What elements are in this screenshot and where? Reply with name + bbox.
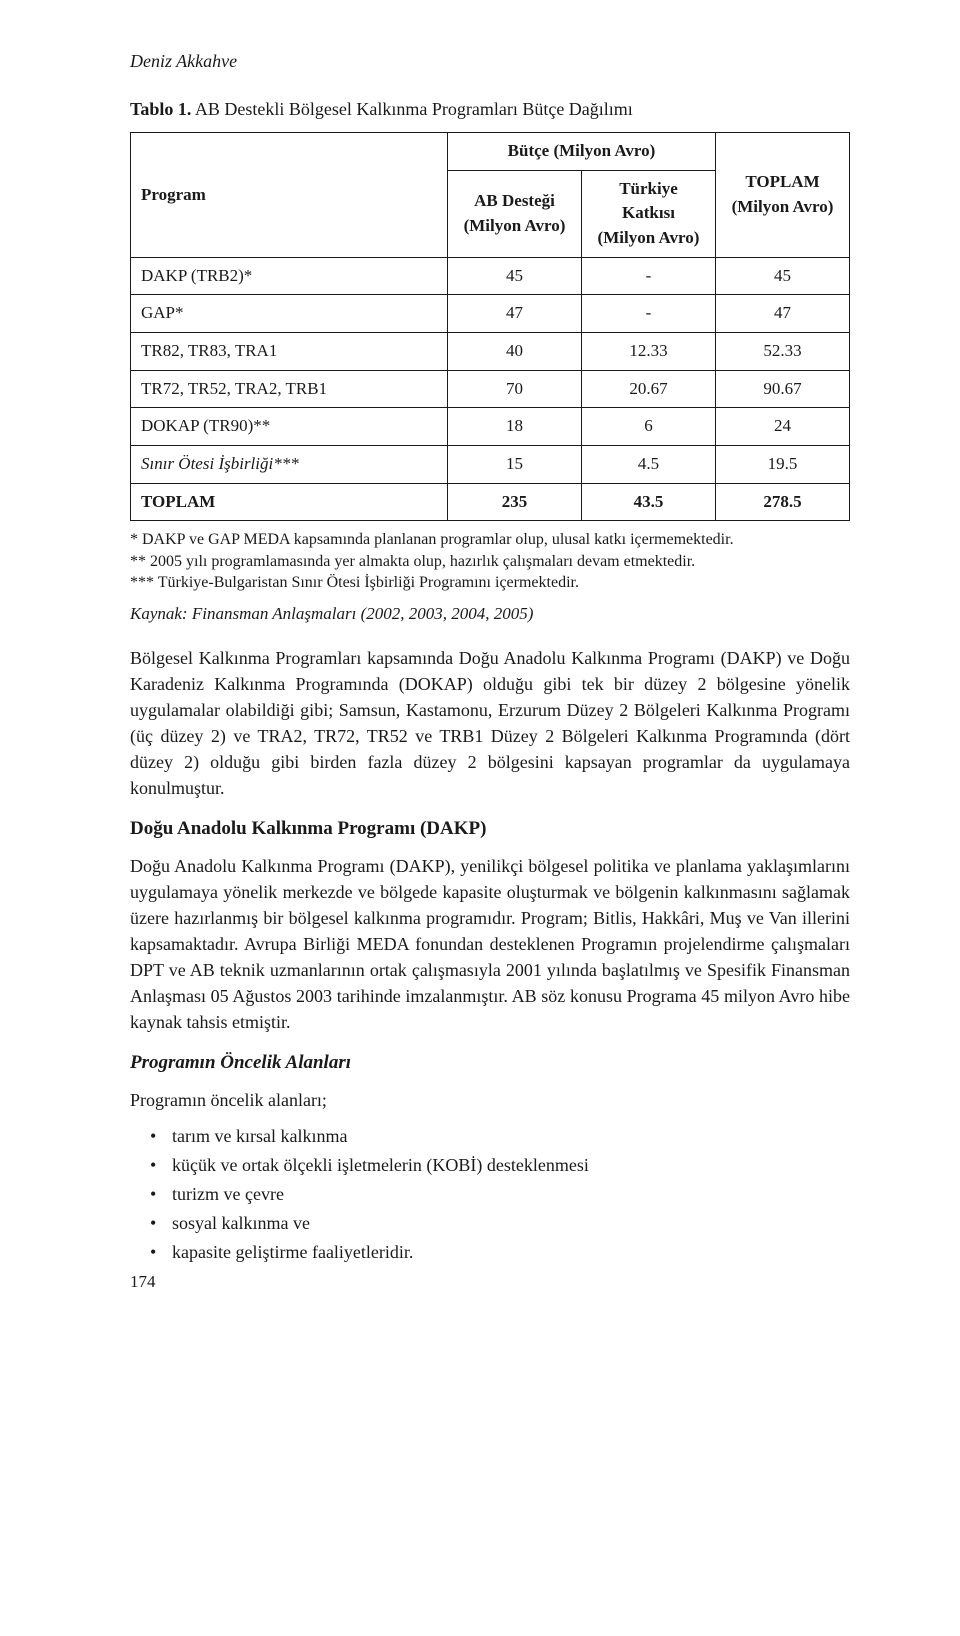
th-turkey-contrib: Türkiye Katkısı (Milyon Avro) bbox=[581, 170, 715, 257]
th-total: TOPLAM (Milyon Avro) bbox=[715, 133, 849, 258]
table-cell: 235 bbox=[448, 483, 582, 521]
table-cell: 45 bbox=[715, 257, 849, 295]
table-cell: TOPLAM bbox=[131, 483, 448, 521]
table-cell: DOKAP (TR90)** bbox=[131, 408, 448, 446]
table-cell: - bbox=[581, 295, 715, 333]
table-source: Kaynak: Finansman Anlaşmaları (2002, 200… bbox=[130, 602, 850, 627]
priority-list: tarım ve kırsal kalkınma küçük ve ortak … bbox=[130, 1123, 850, 1265]
list-item: kapasite geliştirme faaliyetleridir. bbox=[172, 1239, 850, 1265]
footnote: * DAKP ve GAP MEDA kapsamında planlanan … bbox=[130, 529, 850, 551]
table-cell: TR82, TR83, TRA1 bbox=[131, 333, 448, 371]
paragraph: Doğu Anadolu Kalkınma Programı (DAKP), y… bbox=[130, 853, 850, 1036]
table-cell: 70 bbox=[448, 370, 582, 408]
th-budget-group: Bütçe (Milyon Avro) bbox=[448, 133, 716, 171]
table-cell: 45 bbox=[448, 257, 582, 295]
table-cell: 6 bbox=[581, 408, 715, 446]
list-item: tarım ve kırsal kalkınma bbox=[172, 1123, 850, 1149]
table-cell: 19.5 bbox=[715, 445, 849, 483]
page-number: 174 bbox=[130, 1270, 850, 1295]
table-caption: Tablo 1. AB Destekli Bölgesel Kalkınma P… bbox=[130, 96, 850, 122]
footnote: *** Türkiye-Bulgaristan Sınır Ötesi İşbi… bbox=[130, 572, 850, 594]
table-cell: 47 bbox=[715, 295, 849, 333]
table-cell: DAKP (TRB2)* bbox=[131, 257, 448, 295]
table-cell: TR72, TR52, TRA2, TRB1 bbox=[131, 370, 448, 408]
table-cell: 24 bbox=[715, 408, 849, 446]
th-program: Program bbox=[131, 133, 448, 258]
table-footnotes: * DAKP ve GAP MEDA kapsamında planlanan … bbox=[130, 529, 850, 594]
table-row: TR72, TR52, TRA2, TRB17020.6790.67 bbox=[131, 370, 850, 408]
table-number: Tablo 1. bbox=[130, 99, 191, 119]
paragraph: Bölgesel Kalkınma Programları kapsamında… bbox=[130, 645, 850, 802]
table-row: TOPLAM23543.5278.5 bbox=[131, 483, 850, 521]
table-cell: 40 bbox=[448, 333, 582, 371]
budget-table: Program Bütçe (Milyon Avro) TOPLAM (Mily… bbox=[130, 132, 850, 521]
table-row: Sınır Ötesi İşbirliği***154.519.5 bbox=[131, 445, 850, 483]
author-name: Deniz Akkahve bbox=[130, 48, 850, 74]
table-cell: 278.5 bbox=[715, 483, 849, 521]
table-cell: 43.5 bbox=[581, 483, 715, 521]
table-cell: Sınır Ötesi İşbirliği*** bbox=[131, 445, 448, 483]
table-row: TR82, TR83, TRA14012.3352.33 bbox=[131, 333, 850, 371]
table-row: DAKP (TRB2)*45-45 bbox=[131, 257, 850, 295]
table-cell: 15 bbox=[448, 445, 582, 483]
footnote: ** 2005 yılı programlamasında yer almakt… bbox=[130, 551, 850, 573]
table-cell: 12.33 bbox=[581, 333, 715, 371]
table-cell: 52.33 bbox=[715, 333, 849, 371]
table-cell: GAP* bbox=[131, 295, 448, 333]
table-cell: 4.5 bbox=[581, 445, 715, 483]
table-cell: 47 bbox=[448, 295, 582, 333]
table-cell: - bbox=[581, 257, 715, 295]
list-item: turizm ve çevre bbox=[172, 1181, 850, 1207]
table-row: DOKAP (TR90)**18624 bbox=[131, 408, 850, 446]
list-item: küçük ve ortak ölçekli işletmelerin (KOB… bbox=[172, 1152, 850, 1178]
paragraph: Programın öncelik alanları; bbox=[130, 1087, 850, 1113]
table-cell: 20.67 bbox=[581, 370, 715, 408]
table-cell: 18 bbox=[448, 408, 582, 446]
th-ab-support: AB Desteği (Milyon Avro) bbox=[448, 170, 582, 257]
table-cell: 90.67 bbox=[715, 370, 849, 408]
table-row: GAP*47-47 bbox=[131, 295, 850, 333]
list-item: sosyal kalkınma ve bbox=[172, 1210, 850, 1236]
subsection-heading: Programın Öncelik Alanları bbox=[130, 1049, 850, 1077]
table-title-text: AB Destekli Bölgesel Kalkınma Programlar… bbox=[191, 99, 632, 119]
section-heading: Doğu Anadolu Kalkınma Programı (DAKP) bbox=[130, 815, 850, 843]
